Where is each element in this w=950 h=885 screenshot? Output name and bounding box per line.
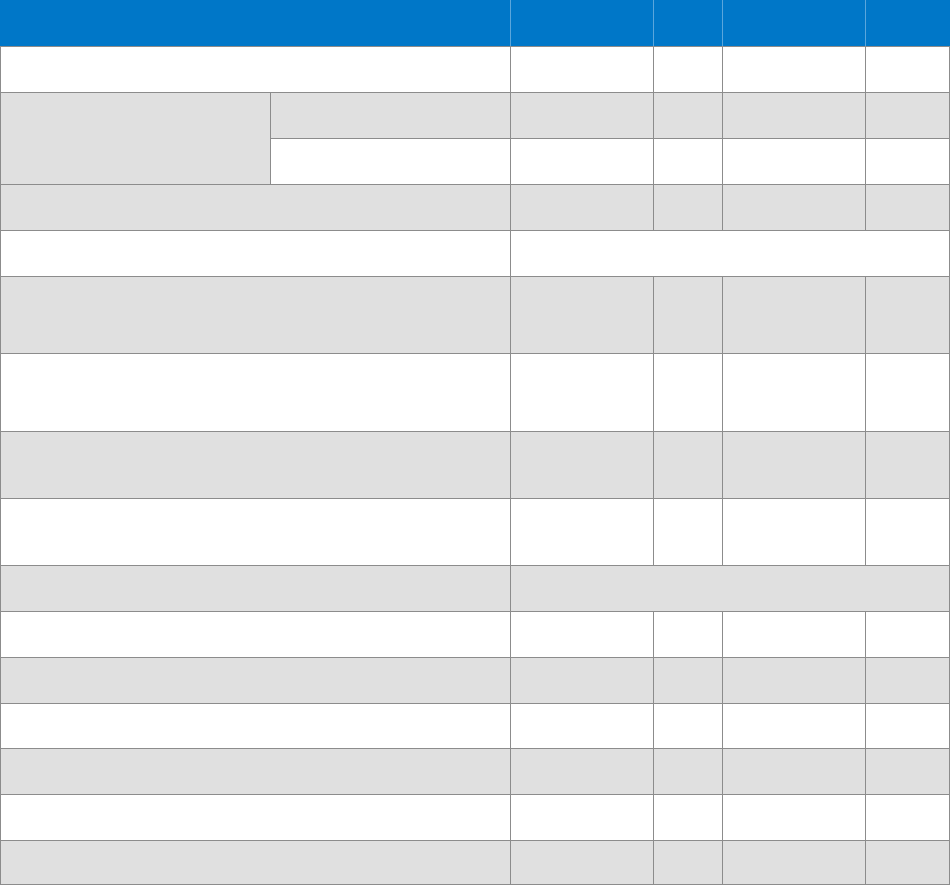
table-cell xyxy=(722,184,866,231)
table-cell xyxy=(722,703,866,749)
table-cell xyxy=(865,840,950,885)
table-cell xyxy=(0,276,511,354)
table-cell xyxy=(0,611,511,658)
table-cell xyxy=(653,748,723,795)
table-cell xyxy=(865,353,950,432)
table-cell xyxy=(0,565,511,612)
table-cell xyxy=(722,794,866,841)
table-cell xyxy=(722,138,866,185)
table-cell xyxy=(510,703,654,749)
table-cell xyxy=(0,657,511,704)
table-cell xyxy=(510,46,654,93)
table-cell xyxy=(865,92,950,139)
table-cell xyxy=(722,611,866,658)
table-cell xyxy=(865,276,950,354)
table-cell xyxy=(0,748,511,795)
table-cell xyxy=(0,703,511,749)
table-cell xyxy=(653,703,723,749)
table-cell xyxy=(865,138,950,185)
table-cell xyxy=(0,92,271,185)
table-cell xyxy=(653,46,723,93)
table-cell xyxy=(653,184,723,231)
table-cell xyxy=(653,840,723,885)
table-cell xyxy=(865,498,950,566)
table-cell xyxy=(0,230,511,277)
table-cell xyxy=(865,611,950,658)
table-cell xyxy=(722,353,866,432)
table-cell xyxy=(510,611,654,658)
table-cell xyxy=(865,748,950,795)
table-cell xyxy=(510,657,654,704)
table-cell xyxy=(510,92,654,139)
table-cell xyxy=(865,703,950,749)
table-header xyxy=(0,0,950,46)
table-cell xyxy=(510,498,654,566)
table-cell xyxy=(510,840,654,885)
table-cell xyxy=(722,498,866,566)
table-cell xyxy=(270,92,511,139)
table-cell xyxy=(722,431,866,499)
table-cell xyxy=(0,184,511,231)
table-cell xyxy=(653,611,723,658)
table-cell xyxy=(510,184,654,231)
table-cell xyxy=(865,184,950,231)
table-cell xyxy=(510,565,950,612)
table-cell xyxy=(653,138,723,185)
table-cell xyxy=(722,748,866,795)
table-cell xyxy=(510,794,654,841)
table-cell xyxy=(653,657,723,704)
table-cell xyxy=(510,138,654,185)
table-cell xyxy=(510,353,654,432)
table-cell xyxy=(653,794,723,841)
table-cell xyxy=(0,431,511,499)
table-cell xyxy=(0,840,511,885)
table-cell xyxy=(653,431,723,499)
table-cell xyxy=(653,92,723,139)
table-cell xyxy=(865,794,950,841)
table-cell xyxy=(0,498,511,566)
table-cell xyxy=(0,46,511,93)
table-cell xyxy=(0,353,511,432)
table-cell xyxy=(722,46,866,93)
table-cell xyxy=(722,657,866,704)
table-cell xyxy=(270,138,511,185)
table-cell xyxy=(722,276,866,354)
table-cell xyxy=(510,276,654,354)
table-cell xyxy=(865,431,950,499)
table-cell xyxy=(0,794,511,841)
table-cell xyxy=(653,498,723,566)
table-cell xyxy=(865,46,950,93)
table-cell xyxy=(653,276,723,354)
table-cell xyxy=(722,840,866,885)
table-cell xyxy=(722,92,866,139)
table-cell xyxy=(510,431,654,499)
table-cell xyxy=(865,657,950,704)
table-cell xyxy=(510,230,950,277)
table-cell xyxy=(510,748,654,795)
table-cell xyxy=(653,353,723,432)
